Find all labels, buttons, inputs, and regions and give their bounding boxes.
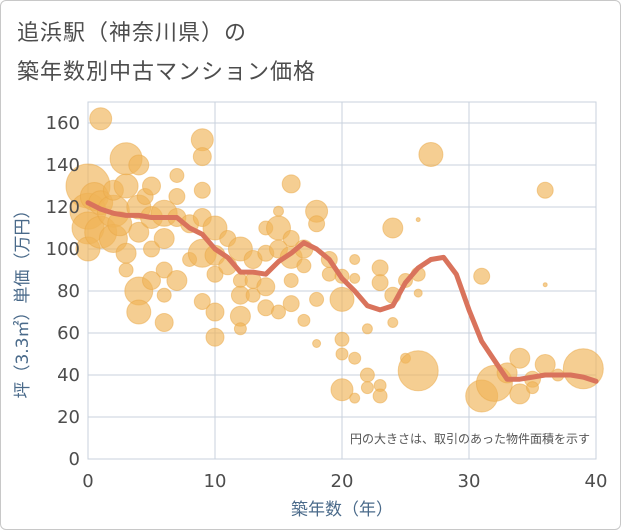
- bubble-point: [349, 254, 361, 265]
- trend-line: [85, 200, 599, 384]
- chart-title-line-1: 追浜駅（神奈川県）の: [17, 21, 248, 46]
- y-tick-label: 120: [46, 197, 80, 218]
- bubble-point: [329, 286, 355, 312]
- bubble-point: [309, 291, 325, 307]
- bubble-point: [193, 181, 211, 199]
- y-tick-label: 40: [57, 365, 80, 386]
- bubble-point: [349, 272, 361, 284]
- bubble-point: [534, 354, 556, 375]
- tick-labels: 0 20 40 60 80 100 120 140 160 0 10 20 30 40: [46, 113, 608, 492]
- x-tick-label: 20: [331, 471, 354, 492]
- bubble-point: [168, 188, 186, 205]
- x-tick-label: 30: [458, 471, 481, 492]
- x-tick-label: 0: [82, 471, 93, 492]
- bubble-point: [205, 327, 225, 347]
- bubble-point: [297, 313, 311, 327]
- bubble-point: [233, 322, 247, 336]
- size-note: 円の大きさは、取引のあった物件面積を示す: [350, 431, 590, 446]
- bubble-point: [334, 331, 350, 347]
- bubble-point: [142, 271, 161, 290]
- bubble-point: [348, 351, 362, 365]
- bubble-point: [271, 304, 286, 320]
- bubble-point: [335, 347, 349, 361]
- bubble-point: [509, 347, 531, 369]
- bubble-point: [118, 262, 134, 278]
- y-tick-label: 0: [69, 449, 80, 470]
- bubble-point: [526, 381, 539, 395]
- bubble-point: [330, 378, 354, 402]
- bubble-point: [312, 339, 322, 348]
- bubble-point: [283, 273, 299, 288]
- bubble-point: [473, 267, 491, 285]
- bubble-point: [156, 287, 172, 303]
- bubble-point: [387, 317, 399, 328]
- bubble-point: [126, 299, 152, 325]
- y-tick-label: 140: [46, 155, 80, 176]
- bubble-point: [273, 205, 284, 217]
- bubble-point: [113, 173, 139, 199]
- bubble-point: [418, 142, 444, 167]
- bubble-point: [281, 174, 301, 194]
- y-tick-label: 60: [57, 323, 80, 344]
- bubble-point: [282, 295, 300, 313]
- bubble-point: [360, 381, 374, 395]
- bubble-point: [415, 217, 421, 223]
- bubble-point: [192, 147, 212, 167]
- bubble-point: [372, 388, 388, 404]
- bubble-point: [296, 258, 312, 274]
- bubble-point: [153, 228, 175, 249]
- bubble-point: [142, 176, 161, 196]
- y-tick-label: 100: [46, 239, 80, 260]
- bubble-point: [169, 168, 185, 183]
- bubble-point: [115, 242, 137, 264]
- bubble-point: [536, 181, 554, 199]
- chart-title-line-2: 築年数別中古マンション価格: [17, 60, 317, 85]
- bubble-point: [509, 383, 531, 405]
- bubble-point: [155, 261, 173, 279]
- bubble-point: [206, 265, 224, 283]
- bubble-point: [89, 107, 113, 131]
- x-tick-label: 10: [204, 471, 227, 492]
- bubble-point: [371, 259, 389, 277]
- bubble-point: [205, 302, 225, 322]
- y-axis-label: 坪（3.3㎡）単価（万円）: [13, 201, 33, 398]
- bubble-point: [166, 270, 188, 291]
- bubble-point: [361, 323, 373, 335]
- bubble-point: [154, 313, 174, 332]
- y-tick-label: 80: [57, 281, 80, 302]
- bubble-point: [308, 215, 326, 233]
- x-axis-label: 築年数（年）: [291, 500, 393, 520]
- bubble-point: [143, 240, 160, 258]
- bubble-point: [128, 221, 150, 243]
- bubble-point: [413, 288, 423, 298]
- bubble-point: [128, 154, 150, 176]
- bubble-point: [245, 287, 261, 303]
- x-tick-label: 40: [585, 471, 608, 492]
- bubble-point: [397, 350, 439, 392]
- bubble-point: [382, 217, 404, 239]
- bubble-point: [256, 277, 276, 297]
- bubble-point: [193, 293, 211, 310]
- bubble-point: [542, 282, 548, 288]
- bubble-point: [371, 274, 389, 292]
- bubble-point: [349, 392, 361, 404]
- y-tick-label: 20: [57, 407, 80, 428]
- y-tick-label: 160: [46, 113, 80, 134]
- bubble-point: [359, 367, 375, 383]
